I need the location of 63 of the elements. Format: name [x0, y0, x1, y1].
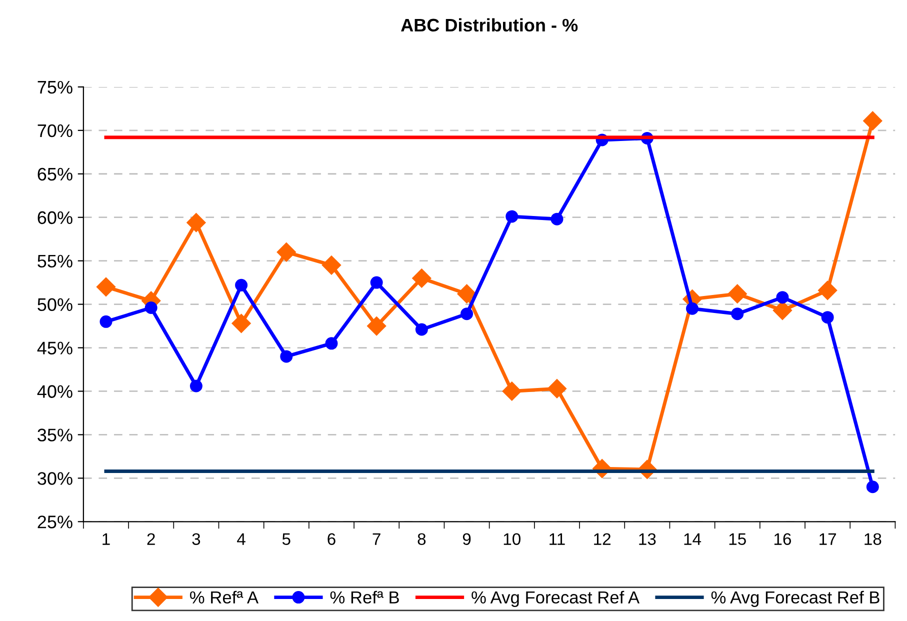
x-tick-label: 5 [282, 533, 290, 545]
point [415, 323, 428, 336]
legend-label: % Avg Forecast Ref A [472, 590, 640, 607]
point [863, 111, 882, 130]
x-tick-label: 18 [864, 533, 882, 545]
x-tick-label: 7 [372, 533, 380, 545]
point [325, 337, 338, 350]
x-tick-label: 2 [147, 533, 155, 545]
point [731, 308, 744, 320]
point [547, 379, 567, 398]
point [818, 280, 838, 300]
point [686, 302, 699, 315]
point [280, 350, 293, 363]
x-tick-label: 8 [418, 533, 426, 545]
point [728, 284, 747, 304]
y-tick-label: 35% [38, 428, 72, 442]
point [550, 212, 564, 226]
x-tick-label: 13 [639, 533, 656, 545]
point [96, 277, 116, 296]
x-tick-label: 10 [504, 533, 520, 545]
x-tick-label: 4 [237, 533, 246, 545]
point [235, 278, 248, 292]
y-tick-label: 45% [37, 342, 72, 354]
x-tick-label: 3 [192, 533, 200, 545]
y-tick-label: 60% [38, 211, 72, 224]
point [412, 268, 432, 288]
point [322, 256, 342, 275]
x-tick-label: 14 [684, 533, 702, 545]
point [460, 308, 474, 320]
legend-label: % Refª B [330, 590, 399, 604]
point [866, 480, 879, 494]
chart-title: ABC Distribution - % [401, 18, 578, 32]
x-tick-label: 16 [774, 533, 791, 545]
x-tick-label: 17 [820, 533, 836, 545]
x-tick-label: 1 [102, 533, 110, 545]
y-tick-label: 40% [37, 385, 72, 398]
y-tick-label: 55% [38, 254, 72, 268]
point [776, 291, 789, 304]
x-tick-label: 11 [550, 533, 565, 545]
point [367, 316, 386, 336]
y-tick-label: 70% [38, 124, 72, 138]
x-tick-label: 15 [729, 533, 746, 545]
point [100, 315, 112, 328]
legend-label: % Avg Forecast Ref B [711, 590, 880, 607]
point [457, 284, 476, 304]
point [502, 382, 522, 401]
legend-label: % Refª A [190, 590, 259, 604]
point [144, 302, 158, 314]
x-tick-label: 9 [462, 533, 471, 545]
y-tick-label: 65% [38, 168, 72, 181]
point [821, 311, 834, 324]
point [370, 276, 383, 289]
y-tick-label: 30% [38, 472, 72, 485]
y-tick-label: 25% [38, 516, 72, 528]
point [232, 314, 251, 333]
y-tick-label: 75% [38, 80, 72, 94]
point [276, 242, 296, 262]
x-tick-label: 6 [328, 533, 336, 545]
point [190, 380, 202, 392]
point [506, 210, 518, 223]
x-tick-label: 12 [594, 533, 611, 545]
y-tick-label: 50% [38, 298, 72, 312]
point [186, 213, 206, 232]
